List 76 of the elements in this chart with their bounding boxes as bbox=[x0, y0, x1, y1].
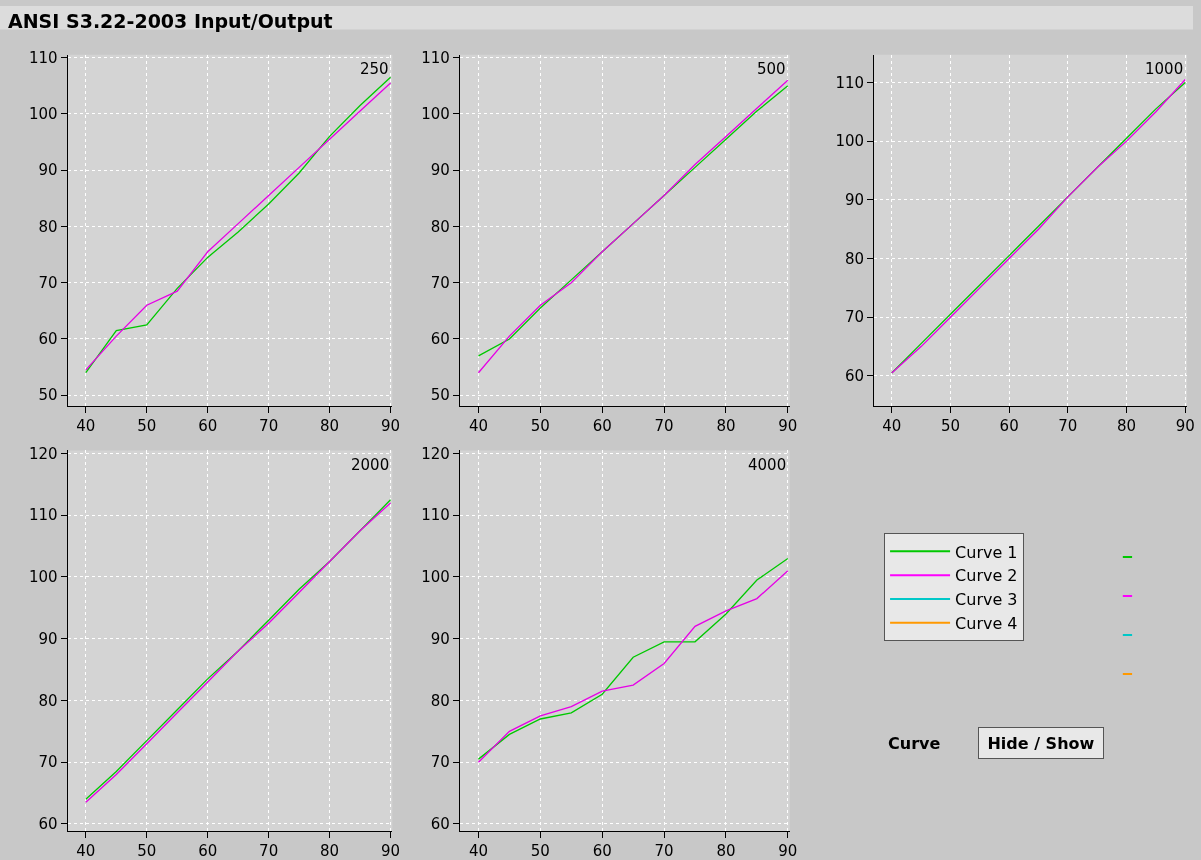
y-tick-label: 100 bbox=[28, 568, 58, 587]
x-tick-label: 70 bbox=[259, 417, 279, 436]
chart-title: 500 bbox=[757, 60, 786, 78]
y-tick-label: 60 bbox=[430, 330, 450, 349]
x-tick-label: 70 bbox=[259, 842, 279, 860]
y-tick-label: 60 bbox=[845, 367, 865, 386]
y-tick-label: 60 bbox=[38, 330, 58, 349]
x-tick-label: 50 bbox=[137, 842, 157, 860]
y-tick-label: 110 bbox=[835, 73, 865, 92]
x-tick-label: 60 bbox=[999, 417, 1019, 436]
y-tick-label: 90 bbox=[38, 161, 58, 180]
chart-title: 4000 bbox=[748, 456, 787, 474]
x-tick-label: 40 bbox=[468, 842, 489, 860]
y-tick-label: 70 bbox=[430, 753, 450, 772]
x-tick-label: 90 bbox=[1175, 417, 1195, 436]
x-tick-label: 90 bbox=[778, 842, 798, 860]
x-tick-label: 40 bbox=[468, 417, 489, 436]
x-tick-label: 50 bbox=[940, 417, 961, 436]
legend-label: Curve 2 bbox=[955, 566, 1018, 586]
y-tick-label: 90 bbox=[430, 161, 450, 180]
x-tick-label: 50 bbox=[530, 417, 550, 436]
x-tick-label: 40 bbox=[882, 417, 902, 436]
y-tick-label: 110 bbox=[421, 48, 450, 67]
y-tick-label: 80 bbox=[430, 691, 450, 710]
y-tick-label: 70 bbox=[430, 273, 450, 292]
y-tick-label: 80 bbox=[38, 691, 58, 710]
y-tick-label: 80 bbox=[430, 217, 450, 236]
chart-title: 2000 bbox=[351, 456, 390, 474]
y-tick-label: 120 bbox=[28, 444, 58, 463]
chart-title: 250 bbox=[360, 60, 389, 78]
x-tick-label: 40 bbox=[76, 417, 96, 436]
text: Hide / Show bbox=[987, 733, 1095, 753]
y-tick-label: 110 bbox=[28, 48, 58, 67]
y-tick-label: 100 bbox=[28, 105, 58, 124]
text: Curve bbox=[888, 734, 941, 753]
y-tick-label: 60 bbox=[430, 815, 450, 834]
x-tick-label: 60 bbox=[198, 842, 218, 860]
y-tick-label: 70 bbox=[38, 753, 58, 772]
y-tick-label: 100 bbox=[835, 132, 865, 151]
x-tick-label: 90 bbox=[380, 842, 401, 860]
legend-label: Curve 3 bbox=[955, 590, 1018, 610]
x-tick-label: 70 bbox=[654, 842, 674, 860]
x-tick-label: 90 bbox=[778, 417, 798, 436]
legend-label: Curve 1 bbox=[955, 542, 1018, 562]
y-tick-label: 100 bbox=[421, 568, 450, 587]
y-tick-label: 80 bbox=[845, 249, 865, 268]
y-tick-label: 70 bbox=[845, 308, 865, 327]
legend-label: Curve 4 bbox=[955, 613, 1018, 633]
x-tick-label: 90 bbox=[380, 417, 401, 436]
x-tick-label: 80 bbox=[320, 842, 340, 860]
x-tick-label: 70 bbox=[1058, 417, 1078, 436]
y-tick-label: 50 bbox=[38, 386, 58, 405]
y-tick-label: 100 bbox=[421, 105, 450, 124]
x-tick-label: 60 bbox=[592, 417, 612, 436]
x-tick-label: 80 bbox=[320, 417, 340, 436]
x-tick-label: 60 bbox=[592, 842, 612, 860]
y-tick-label: 120 bbox=[421, 444, 450, 463]
y-tick-label: 90 bbox=[845, 191, 865, 210]
x-tick-label: 80 bbox=[1117, 417, 1137, 436]
chart-title: 1000 bbox=[1145, 60, 1184, 78]
x-tick-label: 60 bbox=[198, 417, 218, 436]
x-tick-label: 70 bbox=[654, 417, 674, 436]
y-tick-label: 50 bbox=[430, 386, 450, 405]
x-tick-label: 40 bbox=[76, 842, 96, 860]
x-tick-label: 50 bbox=[530, 842, 550, 860]
x-tick-label: 80 bbox=[716, 417, 736, 436]
y-tick-label: 110 bbox=[28, 506, 58, 525]
y-tick-label: 90 bbox=[38, 629, 58, 648]
y-tick-label: 110 bbox=[421, 506, 450, 525]
text: ANSI S3.22-2003 Input/Output bbox=[8, 10, 333, 32]
y-tick-label: 60 bbox=[38, 815, 58, 834]
y-tick-label: 90 bbox=[430, 629, 450, 648]
y-tick-label: 70 bbox=[38, 273, 58, 292]
x-tick-label: 50 bbox=[137, 417, 157, 436]
x-tick-label: 80 bbox=[716, 842, 736, 860]
y-tick-label: 80 bbox=[38, 217, 58, 236]
